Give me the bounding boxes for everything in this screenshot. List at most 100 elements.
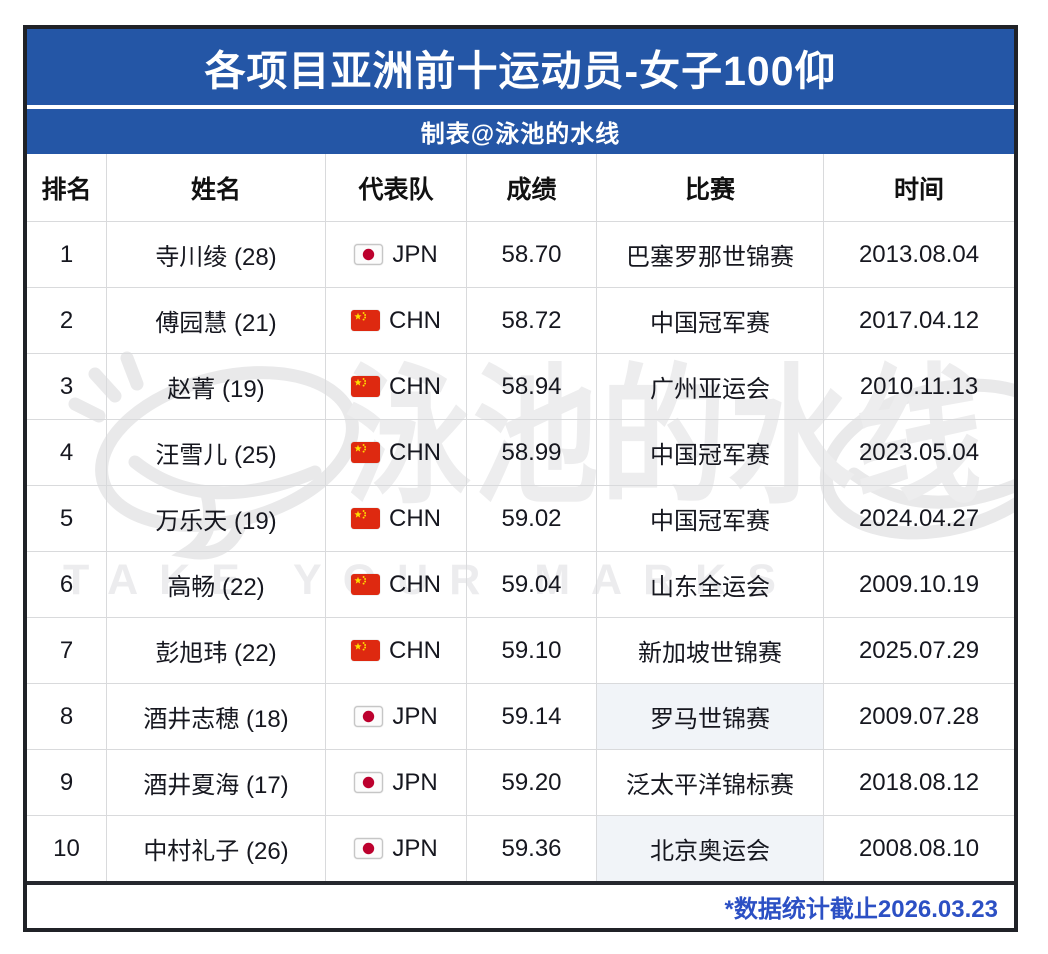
subtitle-row: 制表@泳池的水线 [27, 109, 1014, 154]
team-cell: CHN [326, 552, 467, 617]
team-code: CHN [389, 438, 441, 466]
team-cell: JPN [326, 222, 467, 287]
table-row: 5 万乐天 (19) CHN 59.02 中国冠军赛 2024.04.27 [27, 485, 1014, 551]
team-code: JPN [392, 702, 438, 730]
rank-cell: 10 [27, 816, 107, 881]
rank-cell: 9 [27, 750, 107, 815]
china-flag-icon [351, 376, 380, 397]
result-cell: 59.04 [467, 552, 597, 617]
team-code: CHN [389, 636, 441, 664]
meet-cell: 山东全运会 [597, 552, 824, 617]
team-cell: JPN [326, 816, 467, 881]
table-row: 6 高畅 (22) CHN 59.04 山东全运会 2009.10.19 [27, 551, 1014, 617]
result-cell: 59.20 [467, 750, 597, 815]
data-cutoff-note: *数据统计截止2026.03.23 [724, 896, 998, 923]
team-code: JPN [392, 834, 438, 862]
result-cell: 59.02 [467, 486, 597, 551]
date-cell: 2010.11.13 [859, 372, 979, 400]
subtitle-credit: 制表@泳池的水线 [420, 121, 621, 148]
result-cell: 59.14 [467, 684, 597, 749]
meet-cell: 中国冠军赛 [597, 420, 824, 485]
team-code: CHN [389, 570, 441, 598]
meet-cell: 巴塞罗那世锦赛 [597, 222, 824, 287]
team-cell: CHN [326, 420, 467, 485]
date-cell: 2017.04.12 [858, 306, 980, 334]
rank-cell: 1 [27, 222, 107, 287]
date-cell: 2018.08.12 [858, 768, 980, 796]
title-band: 各项目亚洲前十运动员-女子100仰 制表@泳池的水线 [27, 29, 1014, 154]
china-flag-icon [351, 640, 380, 661]
rank-cell: 3 [27, 354, 107, 419]
col-header-result: 成绩 [467, 154, 597, 221]
table-row: 4 汪雪儿 (25) CHN 58.99 中国冠军赛 2023.05.04 [27, 419, 1014, 485]
athlete-name-cell: 万乐天 (19) [107, 486, 326, 551]
date-cell: 2023.05.04 [858, 438, 980, 466]
col-header-meet: 比赛 [597, 154, 824, 221]
date-cell: 2009.07.28 [858, 702, 980, 730]
title-row: 各项目亚洲前十运动员-女子100仰 [27, 29, 1014, 105]
table-row: 9 酒井夏海 (17) JPN 59.20 泛太平洋锦标赛 2018.08.12 [27, 749, 1014, 815]
table-header-row: 排名 姓名 代表队 成绩 比赛 时间 [27, 154, 1014, 221]
china-flag-icon [351, 574, 380, 595]
meet-cell: 新加坡世锦赛 [597, 618, 824, 683]
athlete-name-cell: 高畅 (22) [107, 552, 326, 617]
rank-cell: 4 [27, 420, 107, 485]
athlete-name-cell: 酒井夏海 (17) [107, 750, 326, 815]
rank-cell: 5 [27, 486, 107, 551]
table-body: 1 寺川绫 (28) JPN 58.70 巴塞罗那世锦赛 2013.08.04 2 傅园慧 (… [27, 221, 1014, 881]
col-header-rank: 排名 [27, 154, 107, 221]
col-header-date: 时间 [893, 175, 944, 204]
meet-cell: 中国冠军赛 [597, 288, 824, 353]
team-code: CHN [389, 372, 441, 400]
athlete-name-cell: 中村礼子 (26) [107, 816, 326, 881]
japan-flag-icon [354, 772, 384, 793]
team-code: CHN [389, 504, 441, 532]
table-row: 2 傅园慧 (21) CHN 58.72 中国冠军赛 2017.04.12 [27, 287, 1014, 353]
date-cell: 2013.08.04 [858, 240, 980, 268]
athlete-name-cell: 傅园慧 (21) [107, 288, 326, 353]
date-cell: 2009.10.19 [858, 570, 980, 598]
china-flag-icon [351, 310, 380, 331]
athlete-name-cell: 汪雪儿 (25) [107, 420, 326, 485]
team-code: JPN [392, 768, 438, 796]
table-row: 10 中村礼子 (26) JPN 59.36 北京奥运会 2008.08.10 [27, 815, 1014, 881]
table-footer: *数据统计截止2026.03.23 [27, 881, 1014, 928]
athlete-name-cell: 酒井志穂 (18) [107, 684, 326, 749]
meet-cell: 罗马世锦赛 [597, 684, 824, 749]
result-cell: 59.36 [467, 816, 597, 881]
date-cell: 2024.04.27 [858, 504, 980, 532]
rank-cell: 2 [27, 288, 107, 353]
title-divider [27, 105, 1014, 109]
team-cell: CHN [326, 486, 467, 551]
result-cell: 58.94 [467, 354, 597, 419]
meet-cell: 泛太平洋锦标赛 [597, 750, 824, 815]
meet-cell: 中国冠军赛 [597, 486, 824, 551]
ranking-table-card: 各项目亚洲前十运动员-女子100仰 制表@泳池的水线 [23, 25, 1018, 932]
table-row: 8 酒井志穂 (18) JPN 59.14 罗马世锦赛 2009.07.28 [27, 683, 1014, 749]
table-row: 7 彭旭玮 (22) CHN 59.10 新加坡世锦赛 2025.07.29 [27, 617, 1014, 683]
page-title: 各项目亚洲前十运动员-女子100仰 [204, 48, 837, 94]
rank-cell: 6 [27, 552, 107, 617]
team-cell: JPN [326, 684, 467, 749]
team-cell: JPN [326, 750, 467, 815]
col-header-team: 代表队 [326, 154, 467, 221]
result-cell: 58.99 [467, 420, 597, 485]
athlete-name-cell: 寺川绫 (28) [107, 222, 326, 287]
meet-cell: 广州亚运会 [597, 354, 824, 419]
team-code: JPN [392, 240, 438, 268]
table-row: 1 寺川绫 (28) JPN 58.70 巴塞罗那世锦赛 2013.08.04 [27, 221, 1014, 287]
japan-flag-icon [354, 244, 384, 265]
result-cell: 58.72 [467, 288, 597, 353]
rank-cell: 8 [27, 684, 107, 749]
date-cell: 2008.08.10 [858, 834, 980, 862]
china-flag-icon [351, 442, 380, 463]
team-code: CHN [389, 306, 441, 334]
table-row: 3 赵菁 (19) CHN 58.94 广州亚运会 2010.11.13 [27, 353, 1014, 419]
japan-flag-icon [354, 706, 384, 727]
athlete-name-cell: 赵菁 (19) [107, 354, 326, 419]
team-cell: CHN [326, 618, 467, 683]
team-cell: CHN [326, 354, 467, 419]
team-cell: CHN [326, 288, 467, 353]
china-flag-icon [351, 508, 380, 529]
